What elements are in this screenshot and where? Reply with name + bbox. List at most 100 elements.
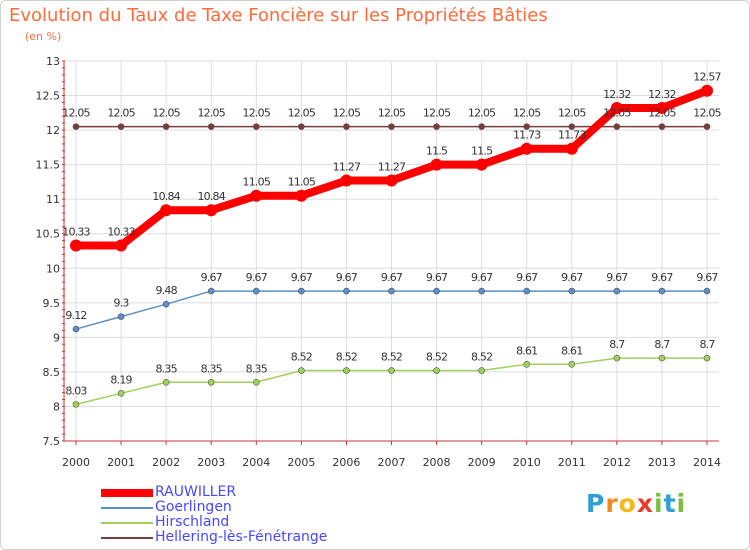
y-tick-label: 10 (46, 262, 60, 275)
data-label: 9.67 (336, 271, 358, 284)
data-label: 9.67 (426, 271, 448, 284)
y-tick-label: 9 (53, 331, 60, 344)
data-label: 12.32 (648, 88, 676, 101)
data-label: 8.52 (291, 351, 312, 364)
data-label: 10.84 (152, 190, 180, 203)
x-tick-label: 2003 (197, 456, 225, 469)
x-tick-label: 2007 (378, 456, 406, 469)
x-tick-label: 2002 (152, 456, 180, 469)
data-label: 12.57 (693, 71, 721, 84)
logo-letter: P (586, 489, 606, 518)
data-label: 12.05 (693, 107, 721, 120)
data-label: 10.84 (197, 190, 225, 203)
data-label: 8.03 (65, 384, 87, 397)
data-label: 8.52 (426, 351, 447, 364)
x-tick-label: 2000 (62, 456, 90, 469)
data-label: 8.61 (561, 344, 582, 357)
data-label: 12.05 (62, 107, 90, 120)
data-label: 9.12 (65, 309, 86, 322)
data-point (478, 123, 485, 130)
data-label: 8.52 (471, 351, 492, 364)
data-point (388, 123, 395, 130)
data-point (295, 189, 308, 202)
unit-label: (en %) (25, 30, 62, 43)
data-point (703, 354, 711, 362)
data-point (658, 354, 666, 362)
data-point (72, 401, 80, 408)
data-label: 8.19 (110, 373, 132, 386)
data-label: 12.05 (423, 107, 451, 120)
data-point (162, 300, 170, 308)
data-point (343, 287, 350, 295)
data-point (72, 325, 80, 333)
legend-label: Goerlingen (155, 499, 232, 515)
legend-label: Hirschland (155, 514, 230, 530)
data-label: 9.67 (606, 271, 628, 284)
data-label: 9.67 (516, 271, 538, 284)
x-tick-label: 2010 (513, 456, 541, 469)
data-point (433, 367, 440, 374)
data-point (343, 123, 350, 130)
data-label: 9.67 (561, 271, 583, 284)
data-label: 9.67 (201, 271, 223, 284)
data-point (207, 287, 215, 295)
logo-letter: x (636, 489, 654, 518)
data-point (565, 142, 578, 155)
x-tick-label: 2001 (107, 456, 135, 469)
data-label: 11.27 (333, 161, 361, 174)
x-tick-label: 2005 (287, 456, 315, 469)
data-point (340, 174, 353, 187)
legend-swatch (101, 488, 153, 497)
series (70, 84, 713, 408)
x-tick-label: 2008 (423, 456, 451, 469)
legend-label: RAUWILLER (155, 484, 237, 500)
legend-swatch (101, 521, 153, 524)
legend-swatch (101, 506, 153, 509)
data-label: 9.67 (246, 271, 268, 284)
x-tick-label: 2009 (468, 456, 496, 469)
data-point (523, 123, 531, 130)
data-point (610, 101, 623, 114)
data-point (252, 287, 260, 295)
x-tick-label: 2004 (242, 456, 270, 469)
data-point (701, 84, 713, 97)
data-point (162, 123, 170, 130)
data-label: 8.61 (516, 344, 537, 357)
legend-swatch (101, 536, 153, 539)
data-point (613, 287, 621, 295)
data-label: 11.5 (426, 145, 448, 158)
data-point (520, 142, 533, 155)
data-point (388, 287, 395, 295)
logo-letter: i (676, 489, 687, 518)
data-point (655, 101, 668, 114)
y-tick-label: 12.5 (36, 90, 61, 103)
data-label: 12.05 (243, 107, 271, 120)
data-point (388, 367, 395, 374)
data-label: 12.32 (603, 88, 631, 101)
data-label: 11.73 (513, 129, 541, 142)
data-point (475, 158, 488, 171)
data-point (117, 123, 125, 130)
axes: 7.5 8 8.5 9 9.5 10 10.5 11 11.5 12 12.5 13 2000 2001 2… (36, 55, 722, 469)
data-label: 9.67 (381, 271, 403, 284)
data-label: 9.67 (471, 271, 493, 284)
data-point (523, 287, 531, 295)
data-point (568, 287, 576, 295)
x-tick-label: 2011 (558, 456, 586, 469)
data-point (703, 287, 711, 295)
data-point (613, 123, 621, 130)
data-label: 8.52 (381, 351, 402, 364)
data-point (252, 123, 260, 130)
logo-letter: o (618, 489, 637, 518)
data-point (343, 367, 350, 374)
chart-title: Evolution du Taux de Taxe Foncière sur l… (9, 5, 548, 26)
data-label: 12.05 (468, 107, 496, 120)
data-point (205, 204, 218, 217)
logo-letter: t (663, 489, 677, 518)
data-point (252, 378, 260, 386)
data-point (703, 123, 711, 130)
data-point (658, 287, 666, 295)
y-tick-label: 10.5 (36, 228, 61, 241)
data-point (430, 158, 443, 171)
